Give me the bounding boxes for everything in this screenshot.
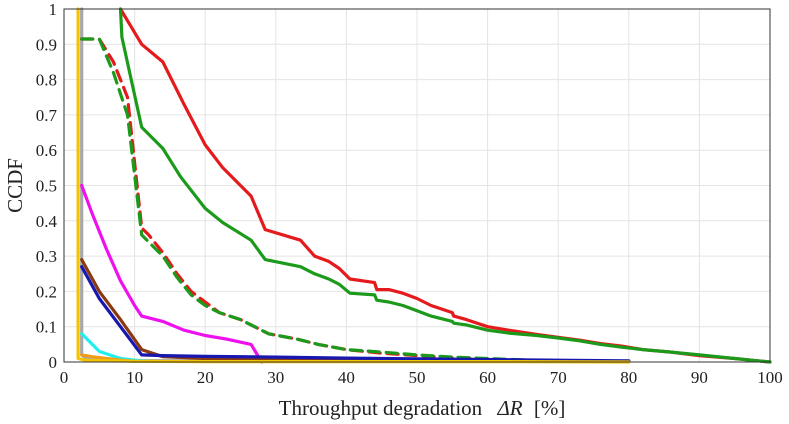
series-line-brown <box>80 258 631 363</box>
y-tick-label: 0.5 <box>36 177 57 196</box>
series-line-blue <box>80 265 631 363</box>
x-axis-label-math: ΔR <box>496 396 522 420</box>
x-tick-label: 80 <box>620 368 637 387</box>
y-tick-label: 0 <box>49 353 58 372</box>
y-tick-label: 1 <box>49 0 58 19</box>
x-tick-label: 90 <box>691 368 708 387</box>
x-tick-label: 50 <box>409 368 426 387</box>
series-line-green <box>118 7 772 364</box>
x-tick-label: 40 <box>338 368 355 387</box>
grid <box>63 8 771 363</box>
tick-labels: 0 10 20 30 40 50 60 70 80 90 100 0 0.1 0.2 0.3 0.4 0.5 0.… <box>36 0 783 387</box>
x-tick-label: 30 <box>267 368 284 387</box>
plot-frame <box>63 8 771 363</box>
x-tick-label: 0 <box>60 368 69 387</box>
y-tick-label: 0.3 <box>36 247 57 266</box>
x-tick-label: 20 <box>197 368 214 387</box>
x-axis-label: Throughput degradation ΔR [%] <box>279 396 566 420</box>
y-axis-label: CCDF <box>3 158 27 213</box>
x-tick-label: 60 <box>479 368 496 387</box>
x-axis-label-text: Throughput degradation <box>279 396 483 420</box>
series-line-red-dashed <box>80 37 631 364</box>
y-tick-label: 0.9 <box>36 35 57 54</box>
x-tick-label: 100 <box>757 368 783 387</box>
series-line-magenta <box>80 183 264 364</box>
y-tick-label: 0.6 <box>36 141 57 160</box>
y-tick-label: 0.7 <box>36 106 58 125</box>
x-tick-label: 10 <box>126 368 143 387</box>
y-tick-label: 0.1 <box>36 318 57 337</box>
y-tick-label: 0.8 <box>36 71 57 90</box>
y-tick-label: 0.4 <box>36 212 58 231</box>
x-axis-label-unit: [%] <box>534 396 565 420</box>
x-tick-label: 70 <box>550 368 567 387</box>
y-tick-label: 0.2 <box>36 282 57 301</box>
series-line-green-dashed <box>80 37 631 364</box>
